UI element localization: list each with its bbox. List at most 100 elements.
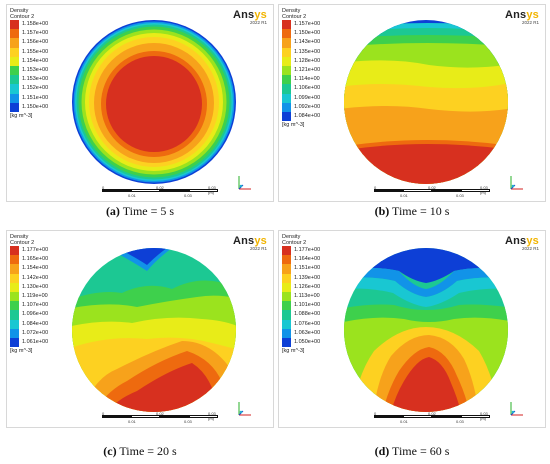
legend-value: 1.126e+00	[294, 283, 321, 290]
legend-swatch	[282, 93, 291, 103]
scale-tick-label: 0.01	[128, 193, 136, 198]
legend-swatch	[282, 301, 291, 311]
legend-value: 1.084e+00	[294, 112, 321, 119]
legend-swatch	[10, 47, 19, 57]
scale-tick-label: 0.02	[428, 185, 436, 190]
legend-swatch	[282, 310, 291, 320]
legend-swatch	[282, 102, 291, 112]
scale-bar: 0 0.02 0.03 (m) 0.01 0.03	[374, 411, 494, 425]
legend-swatch	[10, 301, 19, 311]
legend-value: 1.061e+00	[22, 338, 49, 345]
legend-value: 1.177e+00	[294, 247, 321, 253]
legend-row: 1.096e+00	[10, 310, 90, 320]
legend-row: 1.150e+00	[10, 102, 90, 112]
legend-swatch	[282, 29, 291, 39]
legend-row: 1.151e+00	[282, 264, 362, 274]
legend-value: 1.119e+00	[22, 292, 48, 299]
contour-plot	[344, 248, 508, 412]
legend-swatch	[10, 310, 19, 320]
scale-bar-segments	[102, 189, 218, 192]
legend-value: 1.107e+00	[22, 302, 49, 309]
legend-swatch	[10, 20, 19, 30]
legend-row: 1.142e+00	[10, 273, 90, 283]
scale-tick-label: 0.01	[400, 419, 408, 424]
axis-triad	[510, 176, 523, 190]
legend-swatch	[10, 255, 19, 265]
legend-row: 1.088e+00	[282, 310, 362, 320]
caption-time: Time = 20 s	[116, 444, 177, 458]
legend-title-1: Density	[282, 8, 301, 14]
legend-row: 1.164e+00	[282, 255, 362, 265]
legend-value: 1.164e+00	[294, 256, 321, 263]
legend-swatch	[10, 38, 19, 48]
legend: Density Contour 2 1.158e+00 1.157e+00 1.15…	[10, 8, 90, 119]
legend: Density Contour 2 1.157e+00 1.150e+00 1.14…	[282, 8, 362, 128]
ansys-logo: Ansys 2022 R1	[505, 235, 539, 251]
legend-row: 1.158e+00	[10, 20, 90, 30]
legend-value: 1.151e+00	[22, 94, 49, 101]
legend-swatch	[10, 282, 19, 292]
legend-value: 1.088e+00	[294, 311, 321, 318]
scale-bar-segments	[374, 415, 490, 418]
legend-swatch	[10, 246, 19, 256]
caption-label: (c)	[103, 444, 117, 458]
legend-value: 1.128e+00	[294, 57, 321, 64]
legend-swatch	[282, 47, 291, 57]
legend-row: 1.156e+00	[10, 38, 90, 48]
axis-triad	[238, 402, 251, 416]
scale-tick-label: 0.03 (m)	[480, 411, 488, 421]
scale-tick-label: 0.02	[156, 411, 164, 416]
brand-version: 2022 R1	[249, 20, 267, 25]
legend-value: 1.050e+00	[294, 338, 321, 345]
legend-swatch	[10, 56, 19, 66]
caption-a: (a) Time = 5 s	[6, 204, 274, 219]
legend-value: 1.177e+00	[22, 247, 49, 253]
caption-d: (d) Time = 60 s	[278, 444, 546, 459]
legend-row: 1.150e+00	[282, 29, 362, 39]
contour-plot	[72, 20, 236, 184]
brand-name-a: Ans	[232, 9, 255, 21]
legend-row: 1.130e+00	[10, 282, 90, 292]
legend-value: 1.154e+00	[22, 265, 49, 272]
scale-tick-label: 0	[102, 411, 105, 416]
caption-label: (b)	[374, 204, 390, 218]
scale-bar: 0 0.02 0.03 (m) 0.01 0.03	[374, 185, 494, 199]
scale-tick-label: 0.02	[156, 185, 164, 190]
legend-swatch	[282, 273, 291, 283]
brand-name-a: Ans	[504, 235, 527, 247]
scale-tick-label: 0	[374, 411, 377, 416]
legend-row: 1.154e+00	[10, 264, 90, 274]
legend-rows: 1.158e+00 1.157e+00 1.156e+00 1.155e+00 1.15…	[10, 20, 90, 112]
legend-swatch	[282, 291, 291, 302]
legend-row: 1.155e+00	[10, 47, 90, 57]
legend-swatch	[10, 93, 19, 103]
legend-value: 1.113e+00	[294, 292, 320, 299]
scale-tick-label: 0	[374, 185, 377, 190]
ansys-logo: Ansys 2022 R1	[233, 235, 267, 251]
brand-name-a: Ans	[232, 235, 255, 247]
legend-row: 1.128e+00	[282, 56, 362, 66]
legend-value: 1.155e+00	[22, 48, 49, 55]
legend-row: 1.099e+00	[282, 93, 362, 103]
legend-value: 1.135e+00	[294, 48, 321, 55]
scale-tick-label: 0.03	[184, 193, 192, 198]
caption-time: Time = 5 s	[119, 204, 175, 218]
legend-value: 1.099e+00	[294, 94, 321, 101]
legend-swatch	[10, 29, 19, 39]
legend-swatch	[282, 319, 291, 329]
legend-swatch	[10, 319, 19, 329]
legend-row: 1.107e+00	[10, 301, 90, 311]
caption-time: Time = 60 s	[389, 444, 450, 458]
legend-value: 1.151e+00	[294, 265, 321, 272]
legend-swatch	[282, 337, 291, 348]
scale-tick-label: 0.03	[456, 193, 464, 198]
scale-tick-label: 0.03	[456, 419, 464, 424]
legend-value: 1.143e+00	[294, 39, 321, 46]
scale-tick-label: 0.01	[128, 419, 136, 424]
legend-value: 1.106e+00	[294, 85, 321, 92]
panel-a: Density Contour 2 1.158e+00 1.157e+00 1.15…	[6, 4, 274, 202]
contour-plot	[72, 248, 236, 412]
legend: Density Contour 2 1.177e+00 1.164e+00 1.15…	[282, 234, 362, 354]
legend-swatch	[282, 111, 291, 122]
legend-swatch	[282, 38, 291, 48]
